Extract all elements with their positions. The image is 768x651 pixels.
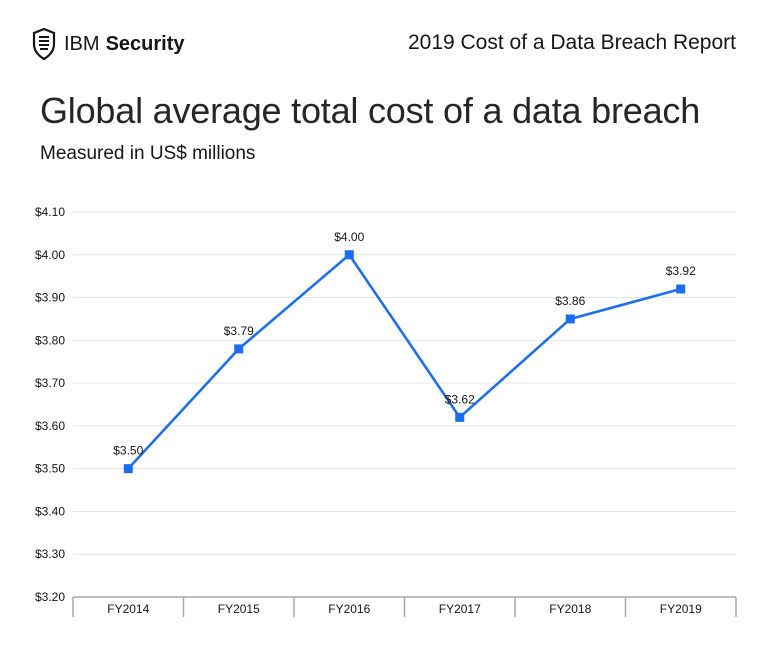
report-header: IBM Security 2019 Cost of a Data Breach … xyxy=(0,0,768,80)
report-title: 2019 Cost of a Data Breach Report xyxy=(407,31,736,54)
data-label: $3.86 xyxy=(555,294,585,308)
data-point xyxy=(123,464,133,474)
shield-icon xyxy=(32,28,56,60)
x-tick-label: FY2017 xyxy=(439,602,481,616)
data-point xyxy=(344,250,354,260)
brand-security-text: Security xyxy=(105,32,185,55)
y-tick-label: $3.30 xyxy=(35,547,65,561)
y-tick-label: $3.40 xyxy=(35,504,65,518)
y-tick-label: $3.90 xyxy=(35,291,65,305)
data-label: $3.92 xyxy=(666,264,696,278)
data-label: $4.00 xyxy=(334,230,364,244)
y-tick-label: $3.50 xyxy=(35,462,65,476)
data-point xyxy=(234,344,244,354)
x-tick-label: FY2014 xyxy=(107,602,149,616)
y-tick-label: $4.10 xyxy=(35,205,65,219)
chart-title: Global average total cost of a data brea… xyxy=(40,90,701,131)
y-tick-label: $3.80 xyxy=(35,333,65,347)
data-label: $3.79 xyxy=(224,324,254,338)
chart-subtitle: Measured in US$ millions xyxy=(40,143,256,164)
data-label: $3.62 xyxy=(445,392,475,406)
x-tick-label: FY2019 xyxy=(660,602,702,616)
ibm-security-logo: IBM Security xyxy=(32,28,185,60)
data-label: $3.50 xyxy=(113,444,143,458)
y-tick-label: $3.60 xyxy=(35,419,65,433)
series-line xyxy=(127,253,682,470)
x-tick-label: FY2018 xyxy=(549,602,591,616)
data-point xyxy=(565,314,575,324)
y-tick-label: $3.70 xyxy=(35,376,65,390)
data-point xyxy=(676,284,686,294)
x-tick-label: FY2016 xyxy=(328,602,370,616)
y-tick-label: $3.20 xyxy=(35,590,65,604)
y-tick-label: $4.00 xyxy=(35,248,65,262)
brand-ibm-text: IBM xyxy=(64,32,100,55)
x-tick-label: FY2015 xyxy=(218,602,260,616)
data-point xyxy=(455,412,465,422)
